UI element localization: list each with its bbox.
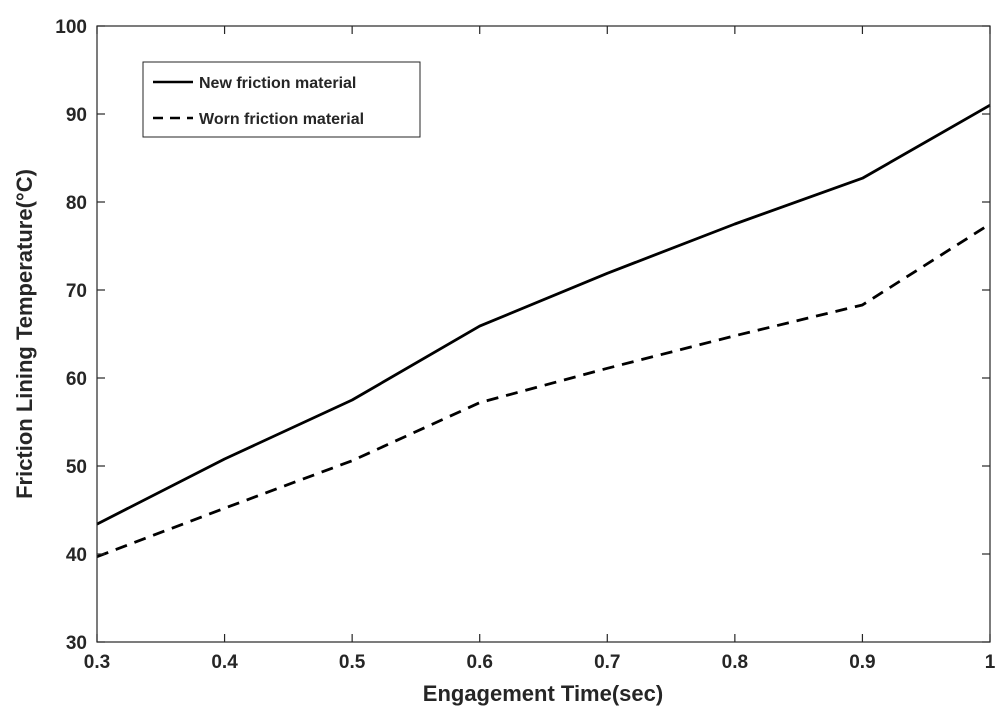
y-tick-label: 80	[66, 193, 87, 214]
x-tick-label: 0.6	[467, 652, 493, 673]
legend: New friction material Worn friction mate…	[142, 61, 421, 138]
x-tick-label: 0.3	[84, 652, 110, 673]
y-tick-label: 100	[55, 17, 87, 38]
x-tick-label: 1	[985, 652, 996, 673]
series-line-worn-friction-material	[96, 222, 991, 558]
x-tick-label: 0.9	[849, 652, 875, 673]
legend-box	[142, 61, 421, 138]
y-tick-label: 90	[66, 105, 87, 126]
y-tick-label: 70	[66, 281, 87, 302]
x-tick-label: 0.7	[594, 652, 620, 673]
y-tick-label: 60	[66, 369, 87, 390]
y-tick-label: 50	[66, 457, 87, 478]
x-tick-label: 0.5	[339, 652, 366, 673]
x-tick-label: 0.8	[722, 652, 748, 673]
series-line-new-friction-material	[96, 103, 991, 526]
legend-label-new: New friction material	[199, 75, 356, 92]
series-layer	[96, 103, 991, 558]
plot-area-frame	[96, 25, 991, 643]
y-axis-title: Friction Lining Temperature(°C)	[12, 169, 37, 499]
y-tick-label: 30	[66, 633, 87, 654]
y-tick-label: 40	[66, 545, 87, 566]
legend-label-worn: Worn friction material	[199, 111, 364, 128]
x-tick-label: 0.4	[211, 652, 238, 673]
y-axis-ticks: 30 40 50 60 70 80 90 100	[55, 17, 990, 654]
x-axis-ticks: 0.3 0.4 0.5 0.6 0.7 0.8 0.9 1	[84, 26, 996, 673]
x-axis-title: Engagement Time(sec)	[423, 681, 663, 706]
